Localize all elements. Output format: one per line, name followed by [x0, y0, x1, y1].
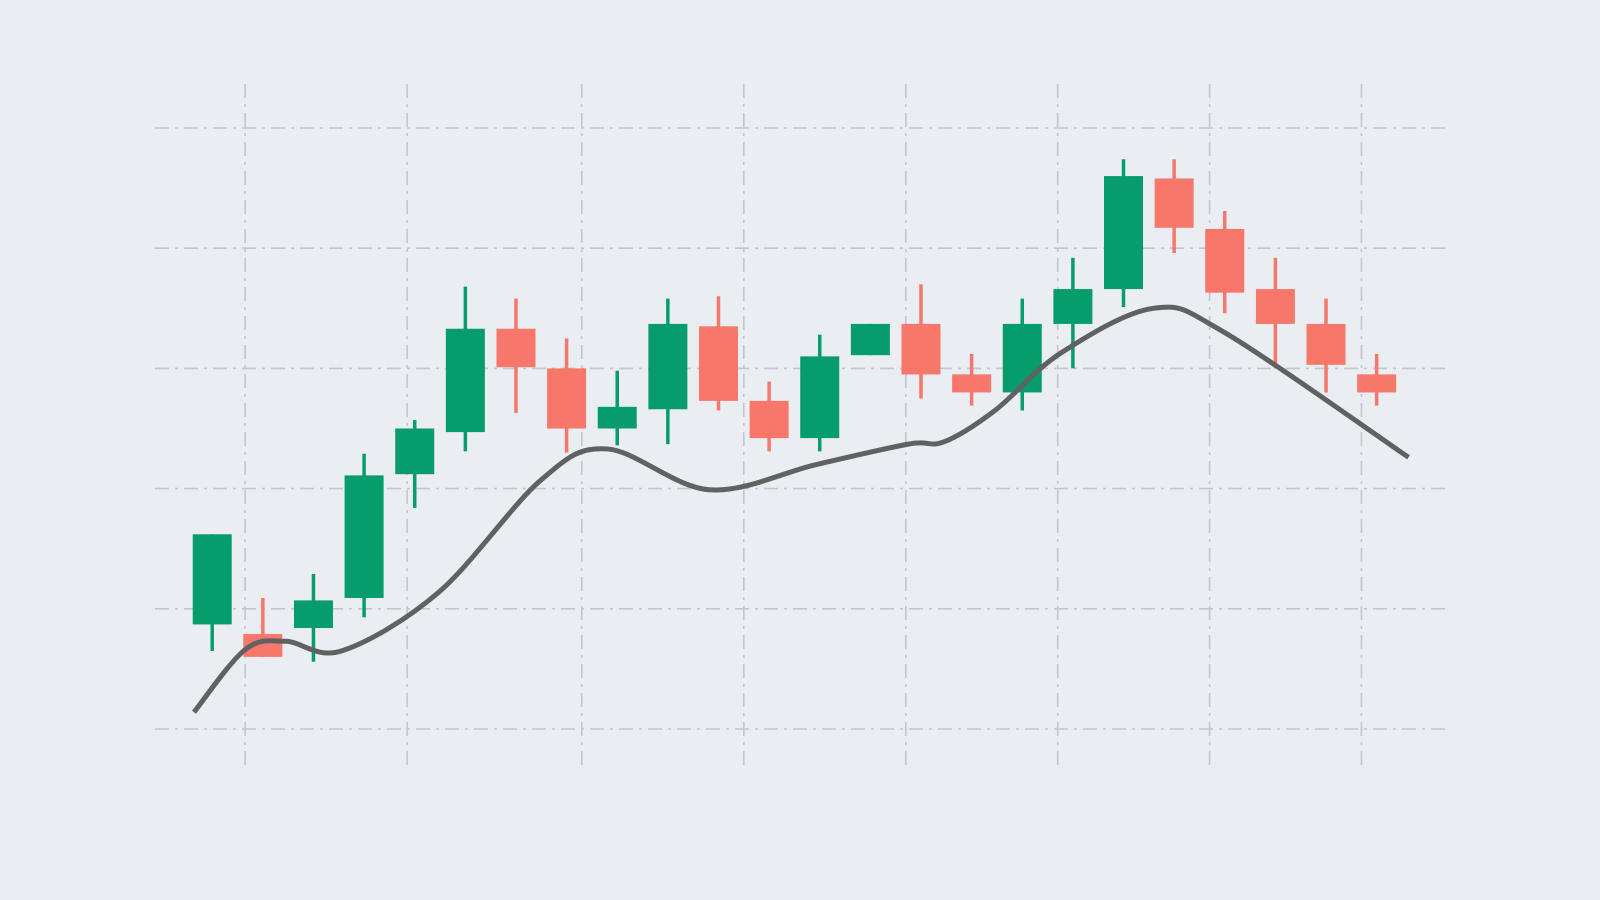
candle-body [395, 428, 435, 475]
candle-body [293, 600, 333, 629]
candle-body [1053, 289, 1093, 324]
moving-average-line [192, 304, 1410, 714]
candle-body [1255, 289, 1295, 324]
candle-body [597, 406, 637, 429]
candle-body [1357, 374, 1397, 393]
candle-body [901, 323, 941, 375]
candle-body [648, 323, 688, 410]
candle-body [1002, 323, 1042, 393]
candle-body [1205, 228, 1245, 293]
candle-body [850, 323, 890, 356]
candle-body [952, 374, 992, 393]
candle-body [1306, 323, 1346, 365]
candle-body [344, 475, 384, 598]
candle-body [496, 328, 536, 368]
candle-body [547, 368, 587, 429]
candle-body [698, 326, 738, 401]
candle-body [1154, 178, 1194, 228]
candle-body [192, 534, 232, 625]
candle-body [749, 400, 789, 439]
candle-body [445, 328, 485, 433]
candle-body [1104, 176, 1144, 290]
candle-body [800, 356, 840, 439]
